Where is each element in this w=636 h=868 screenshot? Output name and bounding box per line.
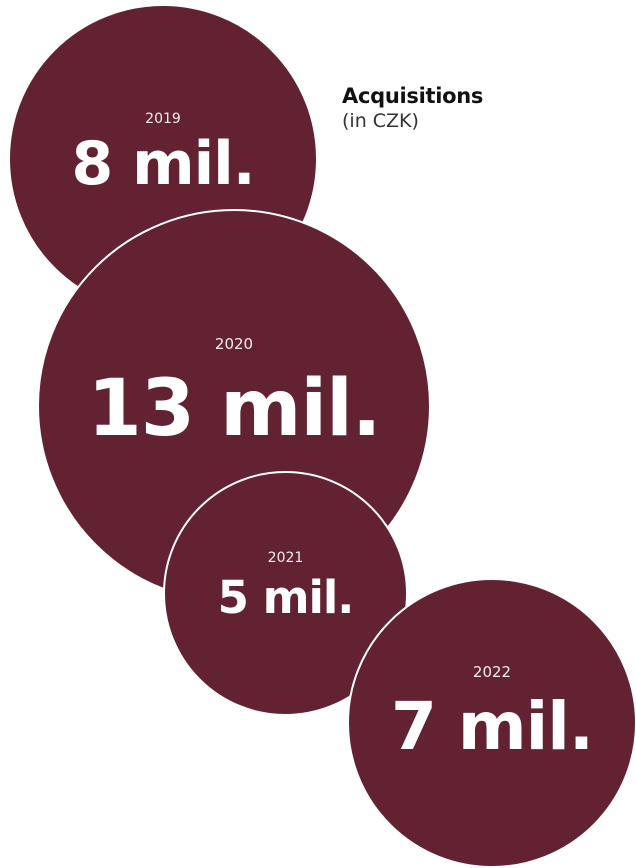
value-label-2021: 5 mil. xyxy=(217,571,355,624)
chart-legend: Acquisitions (in CZK) xyxy=(342,84,484,133)
year-label-2020: 2020 xyxy=(214,334,254,353)
bubble-2021: 2021 5 mil. xyxy=(163,471,408,716)
chart-title: Acquisitions xyxy=(342,84,484,108)
value-label-2022: 7 mil. xyxy=(391,687,594,765)
year-label-2022: 2022 xyxy=(472,662,512,681)
chart-subtitle: (in CZK) xyxy=(342,110,419,133)
year-label-2019: 2019 xyxy=(145,111,181,127)
value-label-2019: 8 mil. xyxy=(71,129,255,199)
year-label-2021: 2021 xyxy=(267,550,304,566)
bubble-2022: 2022 7 mil. xyxy=(347,578,636,868)
value-label-2020: 13 mil. xyxy=(87,363,381,454)
